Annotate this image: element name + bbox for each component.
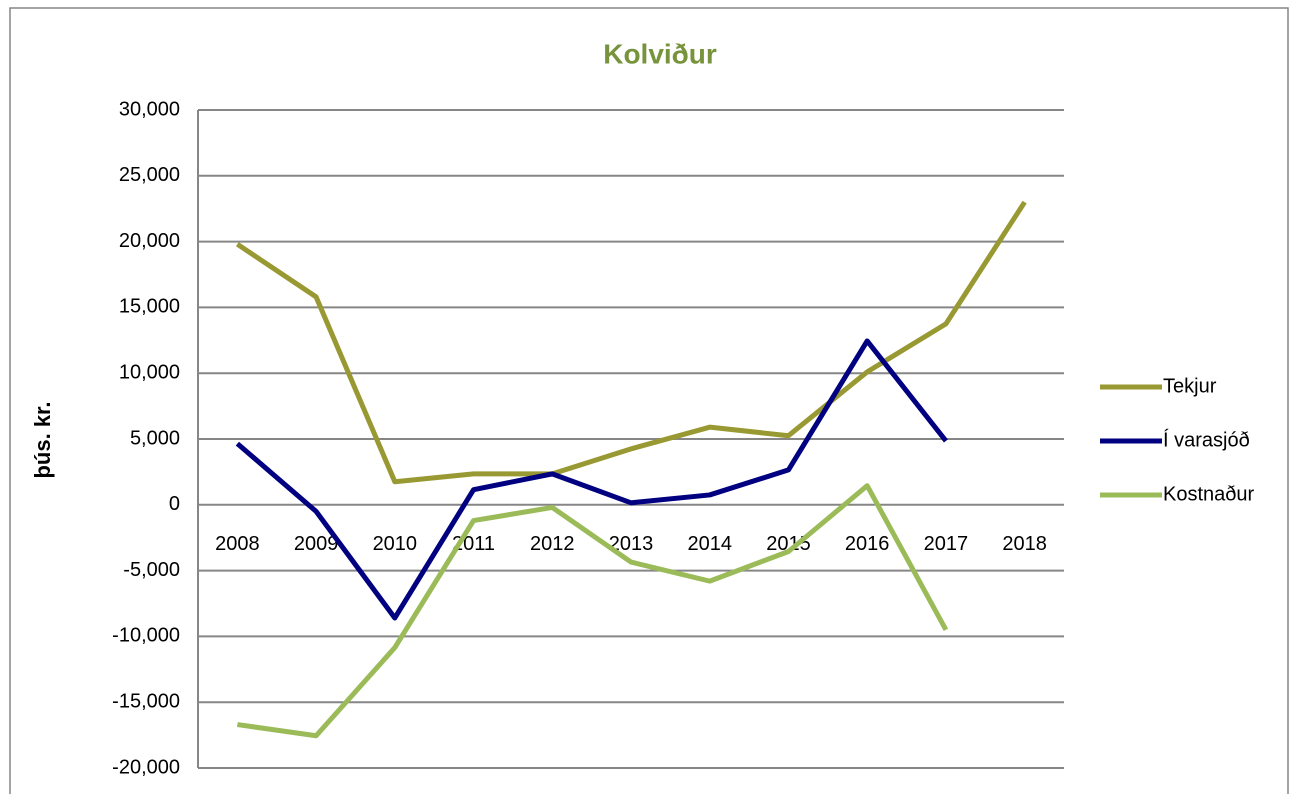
series-line — [235, 200, 1027, 485]
x-tick-label: 2012 — [530, 533, 575, 555]
x-tick-label: 2009 — [294, 533, 339, 555]
y-tick-label: 0 — [169, 493, 180, 515]
y-tick-label: 30,000 — [119, 98, 180, 120]
x-tick-label: 2015 — [766, 533, 811, 555]
y-tick-label: -5,000 — [123, 559, 180, 581]
y-tick-label: -15,000 — [112, 690, 180, 712]
y-tick-label: -10,000 — [112, 625, 180, 647]
x-tick-label: 2010 — [373, 533, 418, 555]
legend-label: Tekjur — [1163, 375, 1217, 397]
y-tick-label: 10,000 — [119, 361, 180, 383]
series-line — [235, 338, 948, 621]
x-tick-label: 2018 — [1002, 533, 1047, 555]
x-tick-label: 2008 — [215, 533, 260, 555]
y-tick-label: 15,000 — [119, 296, 180, 318]
legend-label: Kostnaður — [1163, 483, 1255, 505]
y-tick-label: -20,000 — [112, 756, 180, 778]
y-tick-label: 25,000 — [119, 164, 180, 186]
y-tick-label: 20,000 — [119, 230, 180, 252]
x-tick-label: 2014 — [687, 533, 732, 555]
series-line — [237, 483, 949, 739]
x-tick-label: 2016 — [845, 533, 890, 555]
x-tick-label: 2017 — [924, 533, 969, 555]
x-tick-label: 2013 — [609, 533, 654, 555]
chart-frame — [9, 7, 1289, 794]
chart-title: Kolviður — [603, 38, 717, 69]
y-tick-label: 5,000 — [130, 427, 180, 449]
legend-label: Í varasjóð — [1163, 428, 1250, 451]
y-axis-label: þús. kr. — [30, 401, 55, 478]
